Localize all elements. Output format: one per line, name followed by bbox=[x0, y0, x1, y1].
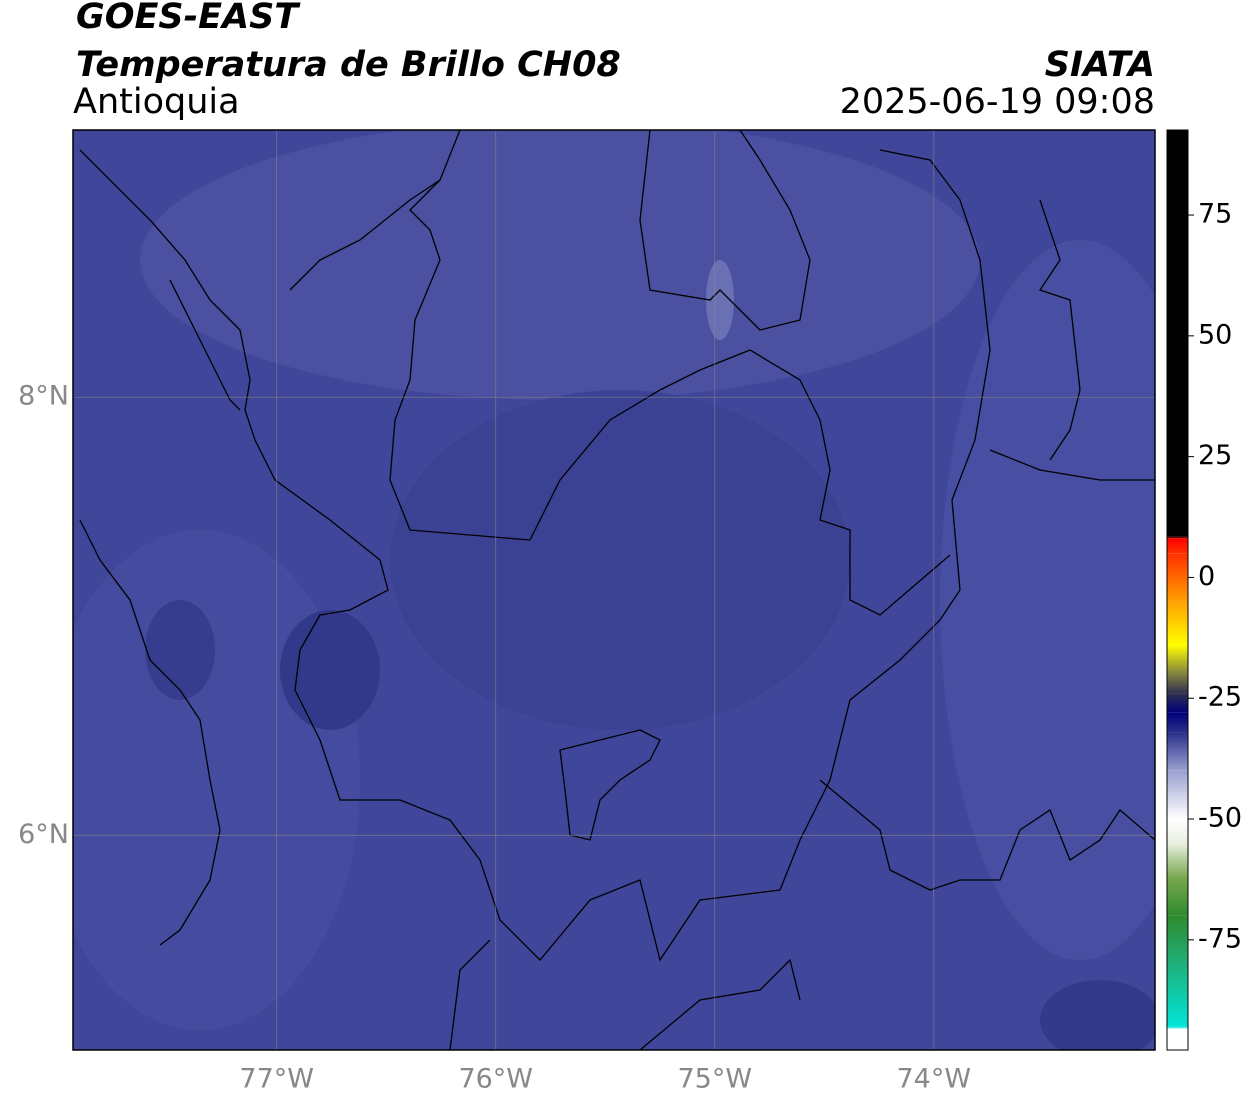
region: Antioquia bbox=[73, 82, 240, 122]
colorbar-segment bbox=[1167, 601, 1188, 646]
colorbar-segment bbox=[1167, 693, 1188, 713]
colorbar-segment bbox=[1167, 915, 1188, 964]
border bbox=[989, 199, 1155, 481]
colorbar-segment bbox=[1167, 538, 1188, 554]
y-tick-label: 6°N bbox=[18, 819, 69, 850]
border bbox=[639, 130, 811, 331]
colorbar-segment bbox=[1167, 1026, 1188, 1030]
x-tick-label: 77°W bbox=[239, 1064, 314, 1095]
border bbox=[79, 149, 991, 962]
colorbar-segment bbox=[1167, 963, 1188, 1027]
colorbar-tick-label: -25 bbox=[1198, 682, 1242, 713]
map-frame bbox=[72, 129, 1156, 1051]
border bbox=[449, 939, 801, 1050]
border bbox=[389, 130, 461, 531]
datetime: 2025-06-19 09:08 bbox=[840, 82, 1155, 122]
subtitle: Temperatura de Brillo CH08 bbox=[76, 45, 621, 85]
cloud-field bbox=[940, 240, 1155, 960]
cloud-field bbox=[1040, 980, 1155, 1050]
colorbar-tick-label: 75 bbox=[1198, 199, 1232, 230]
colorbar-segment bbox=[1167, 536, 1188, 539]
cloud-field bbox=[280, 610, 380, 730]
colorbar-segment bbox=[1167, 130, 1188, 537]
cloud-field bbox=[706, 260, 734, 340]
colorbar-tick-label: -75 bbox=[1198, 923, 1242, 954]
grid bbox=[73, 130, 1155, 1050]
colorbar-segment bbox=[1167, 674, 1188, 694]
colorbar-segment bbox=[1167, 877, 1188, 916]
border bbox=[559, 729, 661, 841]
colorbar-segment bbox=[1167, 819, 1188, 844]
colorbar-tick-label: 25 bbox=[1198, 440, 1232, 471]
colorbar-tick-label: 50 bbox=[1198, 319, 1232, 350]
cloud-field bbox=[390, 390, 850, 730]
colorbar-segment bbox=[1167, 843, 1188, 878]
source: SIATA bbox=[1045, 45, 1155, 85]
cloud-field bbox=[140, 130, 980, 400]
colorbar-segment bbox=[1167, 712, 1188, 733]
map-image bbox=[73, 130, 1155, 1050]
title: GOES-EAST bbox=[76, 0, 301, 37]
colorbar-segment bbox=[1167, 1029, 1188, 1050]
x-tick-label: 74°W bbox=[897, 1064, 972, 1095]
cloud-field bbox=[73, 530, 360, 1030]
x-tick-label: 75°W bbox=[677, 1064, 752, 1095]
coastline bbox=[169, 179, 441, 411]
colorbar-frame bbox=[1166, 129, 1189, 1051]
colorbar-tick-label: 0 bbox=[1198, 561, 1215, 592]
x-tick-label: 76°W bbox=[458, 1064, 533, 1095]
border bbox=[409, 349, 951, 616]
cloud-field bbox=[145, 600, 215, 700]
colorbar-segment bbox=[1167, 770, 1188, 820]
colorbar-segment bbox=[1167, 553, 1188, 602]
colorbar-tick-label: -50 bbox=[1198, 803, 1242, 834]
colorbar bbox=[1167, 130, 1188, 1050]
colorbar-segment bbox=[1167, 645, 1188, 675]
coastline bbox=[79, 519, 221, 946]
y-tick-label: 8°N bbox=[18, 381, 69, 412]
colorbar-segment bbox=[1167, 732, 1188, 771]
